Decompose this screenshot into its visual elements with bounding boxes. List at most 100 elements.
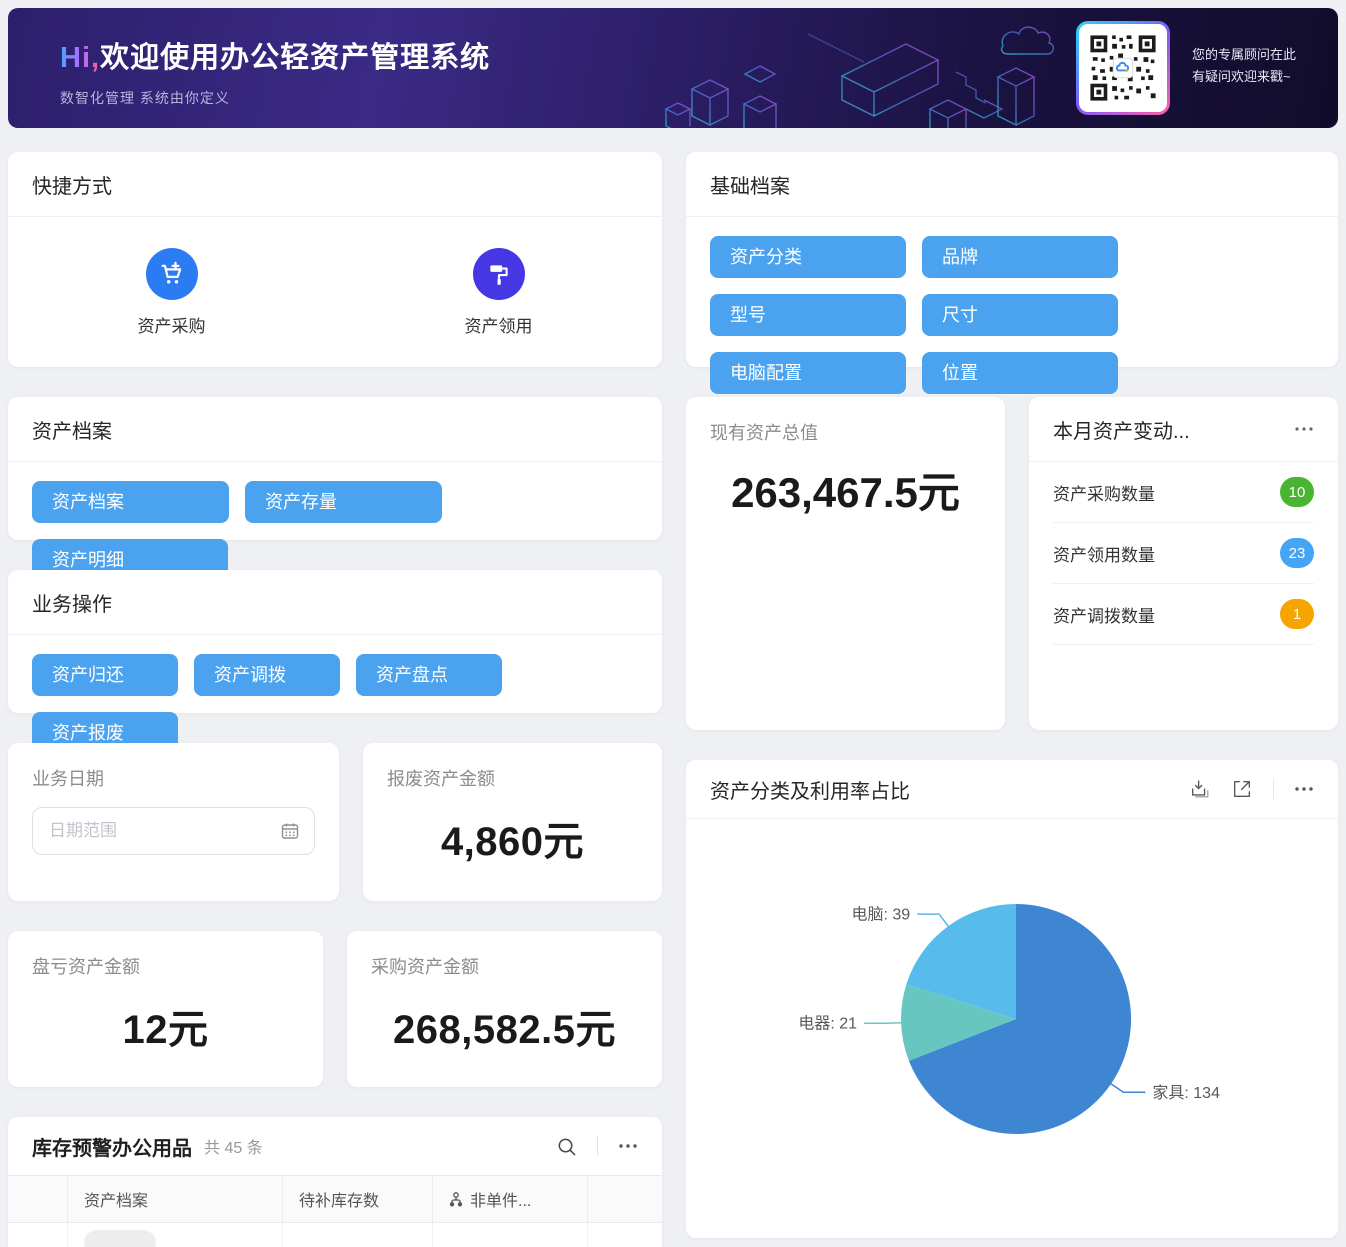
pie-chart: 家具: 134 电器: 21 电脑: 39	[798, 904, 1220, 1134]
shortcut-label: 资产领用	[464, 317, 533, 336]
chart-title: 资产分类及利用率占比	[710, 780, 910, 803]
banner-greeting: Hi,	[60, 42, 101, 74]
more-menu-icon[interactable]	[1294, 786, 1314, 792]
button-brand[interactable]: 品牌	[922, 236, 1118, 278]
pie-label-电器: 电器: 21	[798, 1015, 857, 1033]
asset-category-chart-card: 资产分类及利用率占比	[686, 760, 1338, 1238]
search-icon[interactable]	[556, 1136, 577, 1157]
monthly-row-label: 资产领用数量	[1053, 545, 1155, 565]
purchase-amount-label: 采购资产金额	[371, 957, 479, 977]
status-badge: 23	[1280, 538, 1314, 568]
button-asset-archive[interactable]: 资产档案	[32, 481, 229, 523]
pie-label-电脑: 电脑: 39	[851, 906, 910, 924]
download-icon[interactable]	[1189, 778, 1211, 800]
pie-slice-电器[interactable]	[901, 984, 1016, 1061]
header-cell-non-single[interactable]: 非单件...	[433, 1176, 588, 1222]
more-menu-icon[interactable]	[1294, 426, 1314, 432]
asset-archives-title: 资产档案	[32, 420, 112, 443]
paint-roller-icon	[472, 248, 525, 300]
monthly-changes-card: 本月资产变动... 资产采购数量 10 资产领用数量 23	[1029, 397, 1338, 730]
business-date-label: 业务日期	[32, 769, 104, 789]
status-badge: 10	[1280, 477, 1314, 507]
pie-leader-line	[864, 1021, 903, 1024]
total-assets-label: 现有资产总值	[710, 423, 818, 443]
banner-subtitle: 数智化管理 系统由你定义	[60, 90, 230, 106]
loss-amount-card: 盘亏资产金额 12元	[8, 931, 323, 1087]
cart-plus-icon	[145, 248, 198, 300]
pie-slice-家具[interactable]	[908, 904, 1132, 1134]
monthly-row-receive: 资产领用数量 23	[1053, 523, 1314, 584]
inventory-count: 共 45 条	[204, 1140, 263, 1157]
banner-title: Hi,欢迎使用办公轻资产管理系统	[60, 34, 490, 76]
shortcut-asset-receive[interactable]: 资产领用	[335, 248, 662, 337]
header-cell-extra	[588, 1176, 662, 1222]
banner-titles: Hi,欢迎使用办公轻资产管理系统 数智化管理 系统由你定义	[60, 34, 490, 108]
pie-leader-line	[917, 913, 950, 928]
inventory-table: 资产档案 待补库存数 非单件...	[8, 1175, 662, 1247]
table-row[interactable]	[8, 1223, 662, 1247]
business-ops-card: 业务操作 资产归还 资产调拨 资产盘点 资产报废	[8, 570, 662, 754]
header-cell-restock-count[interactable]: 待补库存数	[283, 1176, 433, 1222]
calendar-icon[interactable]	[280, 821, 300, 841]
divider	[597, 1136, 598, 1156]
loss-amount-value: 12元	[122, 1008, 209, 1052]
qr-caption-line1: 您的专属顾问在此	[1192, 47, 1297, 62]
button-asset-count[interactable]: 资产盘点	[356, 654, 502, 696]
purchase-amount-value: 268,582.5元	[393, 1008, 616, 1052]
button-asset-transfer[interactable]: 资产调拨	[194, 654, 340, 696]
button-asset-return[interactable]: 资产归还	[32, 654, 178, 696]
button-size[interactable]: 尺寸	[922, 294, 1118, 336]
header-cell-label: 非单件...	[470, 1193, 532, 1210]
pie-label-家具: 家具: 134	[1152, 1084, 1220, 1102]
divider	[1273, 779, 1274, 799]
monthly-changes-title: 本月资产变动...	[1053, 420, 1190, 443]
button-model[interactable]: 型号	[710, 294, 906, 336]
base-archives-card: 基础档案 资产分类 品牌 型号 尺寸 电脑配置 位置	[686, 152, 1338, 394]
monthly-row-transfer: 资产调拨数量 1	[1053, 584, 1314, 645]
business-ops-title: 业务操作	[32, 593, 112, 616]
banner-decoration	[664, 26, 1055, 128]
inventory-table-header: 资产档案 待补库存数 非单件...	[8, 1176, 662, 1223]
scrap-amount-card: 报废资产金额 4,860元	[363, 743, 662, 901]
welcome-banner: Hi,欢迎使用办公轻资产管理系统 数智化管理 系统由你定义	[8, 8, 1338, 128]
inventory-warning-title: 库存预警办公用品	[32, 1137, 192, 1160]
button-asset-category[interactable]: 资产分类	[710, 236, 906, 278]
business-date-card: 业务日期	[8, 743, 339, 901]
scrap-amount-label: 报废资产金额	[387, 769, 495, 789]
scrap-amount-value: 4,860元	[440, 820, 585, 864]
qr-caption-line2: 有疑问欢迎来戳~	[1192, 69, 1291, 84]
shortcut-label: 资产采购	[137, 317, 206, 336]
monthly-row-purchase: 资产采购数量 10	[1053, 462, 1314, 523]
more-menu-icon[interactable]	[618, 1143, 638, 1149]
expand-icon[interactable]	[1231, 778, 1253, 800]
hierarchy-icon	[449, 1191, 463, 1206]
shortcuts-card: 快捷方式 资产采购	[8, 152, 662, 367]
base-archives-title: 基础档案	[710, 175, 790, 198]
asset-archives-card: 资产档案 资产档案 资产存量 资产明细	[8, 397, 662, 581]
button-asset-stock[interactable]: 资产存量	[245, 481, 442, 523]
shortcut-asset-purchase[interactable]: 资产采购	[8, 248, 335, 337]
qr-code	[1076, 21, 1170, 115]
loss-amount-label: 盘亏资产金额	[32, 957, 140, 977]
header-cell-select	[8, 1176, 68, 1222]
purchase-amount-card: 采购资产金额 268,582.5元	[347, 931, 662, 1087]
header-cell-asset-archive[interactable]: 资产档案	[68, 1176, 283, 1222]
qr-caption: 您的专属顾问在此 有疑问欢迎来戳~	[1192, 44, 1296, 88]
total-assets-value: 263,467.5元	[731, 469, 960, 516]
qr-pattern-icon	[1090, 35, 1156, 101]
button-location[interactable]: 位置	[922, 352, 1118, 394]
monthly-row-label: 资产调拨数量	[1053, 606, 1155, 626]
inventory-warning-card: 库存预警办公用品 共 45 条 资产档	[8, 1117, 662, 1247]
total-assets-card: 现有资产总值 263,467.5元	[686, 397, 1005, 730]
pie-leader-line	[1109, 1082, 1146, 1094]
date-range-input[interactable]	[32, 807, 315, 855]
date-range-field[interactable]	[47, 820, 272, 842]
banner-title-text: 欢迎使用办公轻资产管理系统	[100, 42, 491, 74]
monthly-row-label: 资产采购数量	[1053, 484, 1155, 504]
button-computer-config[interactable]: 电脑配置	[710, 352, 906, 394]
asset-tag-pill	[84, 1230, 156, 1247]
pie-slice-电脑[interactable]	[906, 904, 1016, 1019]
shortcuts-title: 快捷方式	[32, 175, 112, 198]
status-badge: 1	[1280, 599, 1314, 629]
